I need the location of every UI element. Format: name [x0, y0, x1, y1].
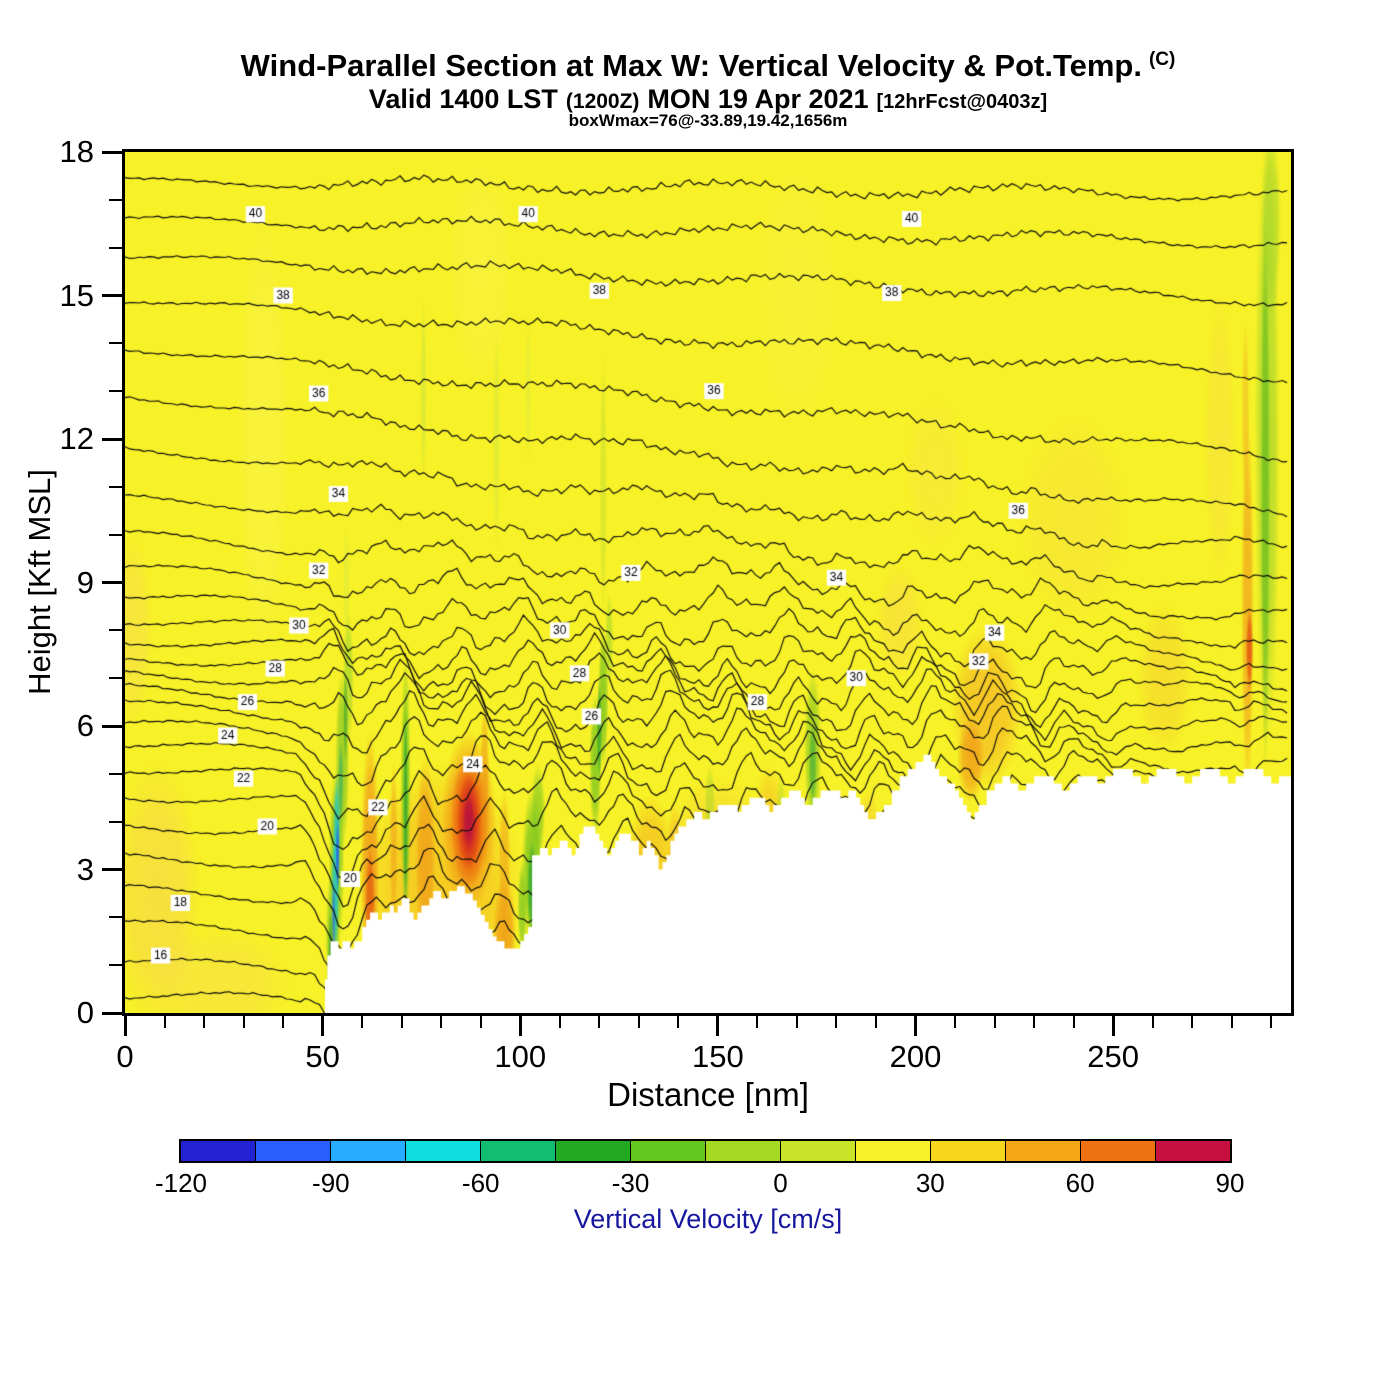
x-minor-tick: [163, 1016, 166, 1028]
colorbar-tick-label: -30: [611, 1168, 650, 1198]
y-tick-label: 12: [59, 421, 94, 456]
colorbar-segment: [255, 1141, 330, 1161]
x-minor-tick: [282, 1016, 285, 1028]
x-minor-tick: [795, 1016, 798, 1028]
x-tick-label: 250: [1087, 1039, 1139, 1074]
colorbar-tick-label: 30: [915, 1168, 945, 1198]
colorbar-tick-label: -120: [154, 1168, 208, 1198]
x-minor-tick: [1072, 1016, 1075, 1028]
y-major-tick: [102, 868, 122, 871]
y-tick-label: 3: [76, 851, 94, 887]
x-minor-tick: [440, 1016, 443, 1028]
colorbar-segment: [480, 1141, 555, 1161]
x-axis-label: Distance [nm]: [607, 1076, 809, 1113]
y-minor-tick: [109, 533, 122, 536]
colorbar-segment: [1155, 1141, 1230, 1161]
colorbar-segment: [855, 1141, 930, 1161]
x-minor-tick: [835, 1016, 838, 1028]
y-tick-label: 18: [59, 134, 94, 169]
x-minor-tick: [756, 1016, 759, 1028]
colorbar-tick-label: 0: [773, 1168, 788, 1198]
x-major-tick: [1111, 1016, 1115, 1036]
valid-zulu: (1200Z): [565, 90, 640, 113]
valid-date: MON 19 Apr 2021: [647, 84, 869, 114]
y-tick-label: 15: [59, 277, 94, 313]
x-major-tick: [123, 1016, 127, 1036]
chart-title-units: (C): [1148, 49, 1176, 70]
y-minor-tick: [109, 246, 122, 249]
colorbar-tick-label: -60: [461, 1168, 500, 1198]
box-wmax-annotation: boxWmax=76@-33.89,19.42,1656m: [568, 111, 848, 130]
colorbar-segment: [705, 1141, 780, 1161]
colorbar-segment: [181, 1141, 255, 1161]
valid-time: Valid 1400 LST: [368, 84, 558, 114]
y-major-tick: [102, 1011, 122, 1015]
x-tick-label: 0: [116, 1039, 134, 1074]
colorbar-tick-label: 90: [1215, 1168, 1245, 1198]
x-tick-label: 200: [889, 1039, 942, 1074]
y-minor-tick: [109, 916, 122, 919]
y-major-tick: [102, 581, 122, 584]
y-minor-tick: [109, 772, 122, 775]
forecast-info: [12hrFcst@0403z]: [876, 91, 1048, 113]
x-minor-tick: [203, 1016, 206, 1028]
colorbar-segment: [330, 1141, 405, 1161]
x-minor-tick: [479, 1016, 482, 1028]
x-minor-tick: [993, 1016, 996, 1028]
x-minor-tick: [242, 1016, 245, 1028]
colorbar: [179, 1139, 1232, 1163]
x-minor-tick: [1151, 1016, 1154, 1028]
x-major-tick: [914, 1016, 917, 1036]
colorbar-segment: [630, 1141, 705, 1161]
y-minor-tick: [109, 485, 122, 488]
x-major-tick: [716, 1016, 720, 1036]
colorbar-tick-label: -90: [312, 1168, 350, 1198]
y-minor-tick: [109, 629, 122, 632]
y-major-tick: [102, 437, 122, 441]
x-minor-tick: [677, 1016, 680, 1028]
x-minor-tick: [598, 1016, 601, 1028]
x-tick-label: 50: [305, 1039, 340, 1074]
y-major-tick: [102, 150, 122, 154]
colorbar-segment: [780, 1141, 855, 1161]
x-minor-tick: [874, 1016, 877, 1028]
colorbar-segment: [930, 1141, 1005, 1161]
colorbar-segment: [555, 1141, 630, 1161]
x-major-tick: [321, 1016, 325, 1036]
y-tick-label: 6: [76, 708, 94, 743]
x-minor-tick: [558, 1016, 561, 1028]
y-tick-label: 9: [76, 564, 94, 600]
colorbar-segment: [405, 1141, 480, 1161]
x-major-tick: [518, 1016, 522, 1036]
y-major-tick: [102, 724, 122, 728]
x-minor-tick: [400, 1016, 403, 1028]
x-minor-tick: [637, 1016, 640, 1028]
y-minor-tick: [109, 342, 122, 345]
colorbar-tick-label: 60: [1065, 1168, 1095, 1198]
y-major-tick: [102, 294, 122, 297]
cross-section-canvas: [125, 152, 1291, 1013]
x-minor-tick: [1270, 1016, 1273, 1028]
y-tick-label: 0: [76, 995, 94, 1030]
x-minor-tick: [361, 1016, 364, 1028]
x-tick-label: 150: [692, 1039, 744, 1074]
x-minor-tick: [1033, 1016, 1036, 1028]
chart-valid-line: Valid 1400 LST (1200Z) MON 19 Apr 2021 [12h…: [0, 84, 1400, 115]
y-minor-tick: [109, 677, 122, 680]
x-minor-tick: [954, 1016, 957, 1028]
y-minor-tick: [109, 390, 122, 393]
plot-area: [122, 149, 1294, 1016]
colorbar-label: Vertical Velocity [cm/s]: [573, 1204, 843, 1234]
x-tick-label: 100: [494, 1039, 547, 1074]
colorbar-segment: [1080, 1141, 1155, 1161]
colorbar-segment: [1005, 1141, 1080, 1161]
x-minor-tick: [1191, 1016, 1194, 1028]
y-minor-tick: [109, 198, 122, 201]
y-minor-tick: [109, 964, 122, 967]
chart-title-text: Wind-Parallel Section at Max W: Vertical…: [240, 48, 1142, 83]
chart-title: Wind-Parallel Section at Max W: Vertical…: [0, 48, 1400, 84]
x-minor-tick: [1230, 1016, 1233, 1028]
y-minor-tick: [109, 820, 122, 823]
